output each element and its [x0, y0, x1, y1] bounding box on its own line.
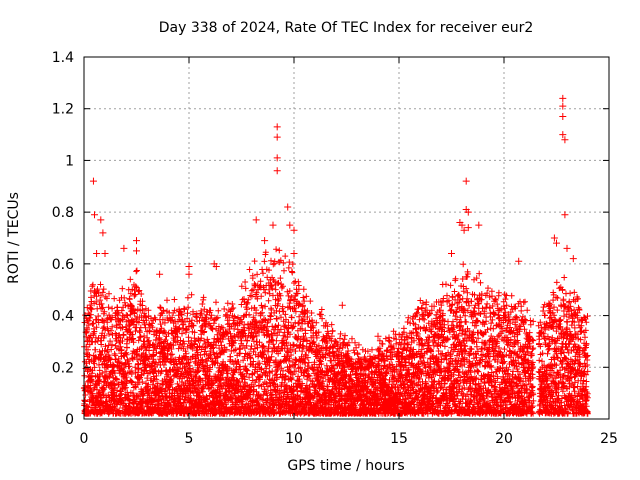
spike-point: [460, 226, 468, 234]
spike-point: [458, 221, 466, 229]
spike-point: [559, 112, 567, 120]
spike-point: [290, 226, 298, 234]
spike-point: [120, 244, 128, 252]
y-tick-label: 0.6: [52, 257, 74, 273]
spike-point: [89, 177, 97, 185]
spike-point: [462, 177, 470, 185]
spike-point: [561, 211, 569, 219]
spike-point: [269, 221, 277, 229]
spike-point: [93, 250, 101, 258]
spike-point: [563, 244, 571, 252]
y-tick-label: 1: [65, 153, 74, 169]
spike-point: [464, 208, 472, 216]
x-axis-label: GPS time / hours: [287, 458, 404, 474]
spike-point: [374, 332, 382, 340]
spike-point: [273, 133, 281, 141]
y-tick-label: 0: [65, 412, 74, 428]
y-tick-label: 0.2: [52, 360, 74, 376]
data-points: [80, 94, 591, 417]
spike-point: [185, 262, 193, 270]
spike-point: [273, 123, 281, 131]
spike-point: [338, 301, 346, 309]
x-tick-label: 10: [285, 431, 303, 447]
spike-point: [252, 216, 260, 224]
spike-point: [156, 270, 164, 278]
spike-point: [99, 229, 107, 237]
spike-point: [261, 237, 269, 245]
spike-point: [475, 221, 483, 229]
spike-point: [515, 257, 523, 265]
spike-point: [97, 216, 105, 224]
spike-point: [91, 211, 98, 219]
y-tick-label: 1.4: [52, 50, 74, 66]
x-tick-label: 0: [80, 431, 89, 447]
spike-point: [133, 237, 140, 245]
spike-point: [286, 221, 294, 229]
spike-point: [553, 239, 560, 247]
axis-ticks: 0 5 10 15 20 25 0 0.2 0.4 0.6 0.8 1 1.2 1.4: [52, 50, 618, 447]
scatter-points: [80, 246, 591, 417]
x-tick-label: 5: [185, 431, 194, 447]
spike-point: [464, 224, 472, 232]
spike-point: [273, 154, 281, 162]
y-tick-label: 1.2: [52, 102, 74, 118]
spike-point: [133, 247, 140, 255]
spike-point: [559, 102, 567, 110]
spike-point: [185, 270, 193, 278]
spike-point: [290, 250, 298, 258]
spike-point: [448, 250, 455, 258]
y-tick-label: 0.4: [52, 309, 74, 325]
chart-title: Day 338 of 2024, Rate Of TEC Index for r…: [159, 20, 534, 36]
spike-point: [212, 262, 220, 270]
spike-point: [284, 203, 292, 211]
spike-point: [561, 136, 569, 144]
spike-point: [101, 250, 109, 258]
spike-point: [569, 255, 577, 263]
y-axis-label: ROTI / TECUs: [6, 192, 22, 284]
y-tick-label: 0.8: [52, 205, 74, 221]
spike-point: [273, 167, 281, 175]
spike-point: [559, 131, 567, 139]
plot-frame: [83, 56, 610, 420]
x-tick-label: 20: [495, 431, 513, 447]
spike-point: [559, 94, 567, 102]
x-tick-label: 25: [600, 431, 618, 447]
x-tick-label: 15: [390, 431, 408, 447]
spike-point: [550, 234, 558, 242]
